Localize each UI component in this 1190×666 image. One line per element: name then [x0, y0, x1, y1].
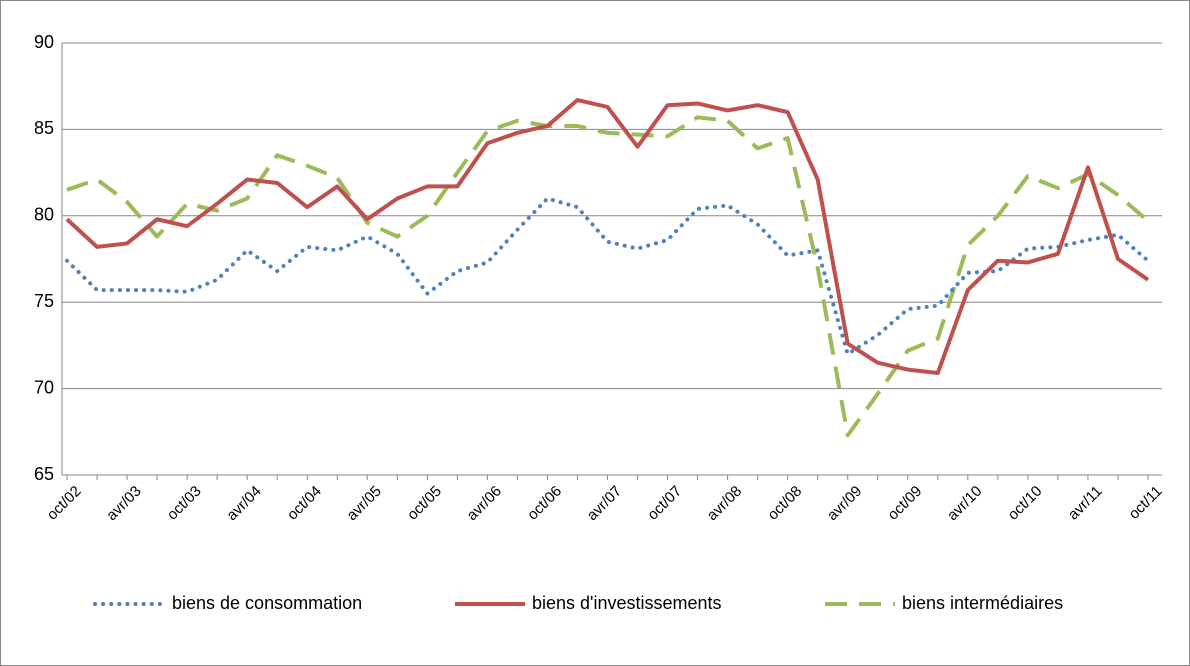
y-tick-label: 85	[34, 118, 54, 138]
legend-label: biens d'investissements	[532, 593, 722, 613]
y-tick-label: 90	[34, 32, 54, 52]
legend-label: biens de consommation	[172, 593, 362, 613]
series-line	[66, 115, 1150, 438]
series-line	[65, 196, 1150, 357]
y-tick-label: 80	[34, 205, 54, 225]
series-line	[65, 98, 1150, 376]
y-tick-label: 65	[34, 464, 54, 484]
y-tick-label: 75	[34, 291, 54, 311]
legend-label: biens intermédiaires	[902, 593, 1063, 613]
y-tick-label: 70	[34, 377, 54, 397]
